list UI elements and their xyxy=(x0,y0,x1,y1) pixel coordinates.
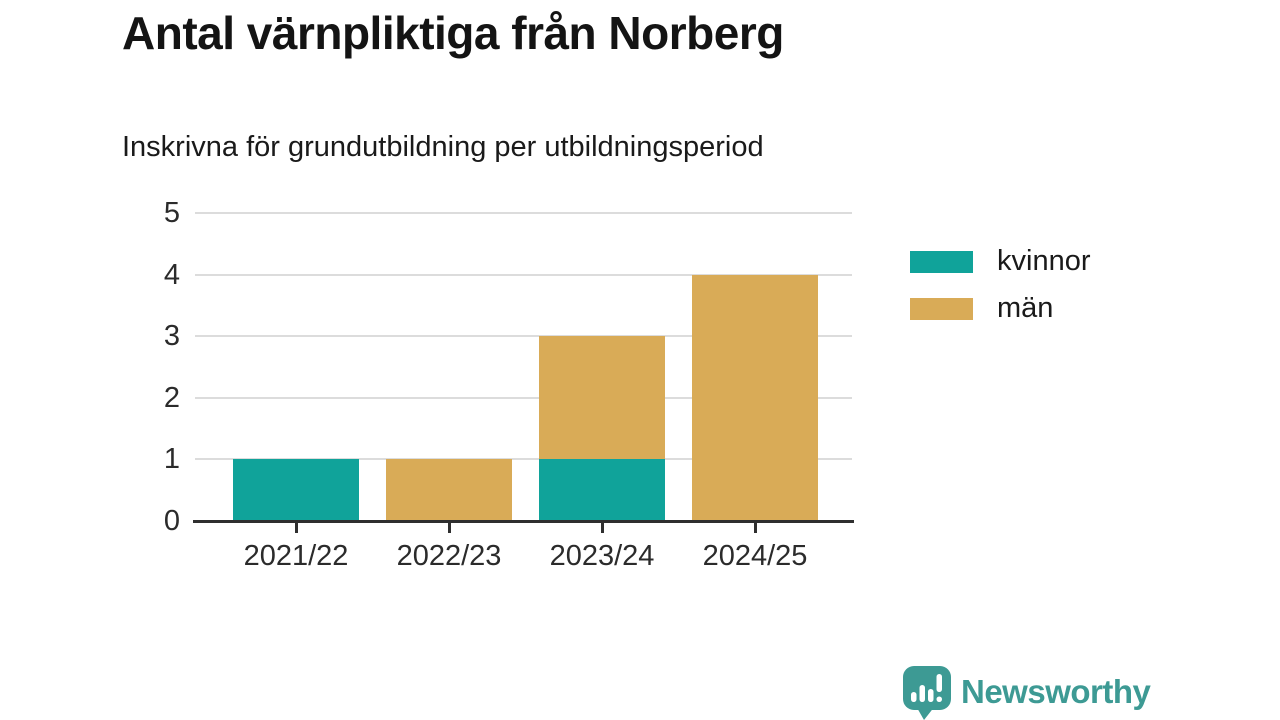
chart-title: Antal värnpliktiga från Norberg xyxy=(122,7,784,59)
bar-segment-män xyxy=(386,459,512,521)
legend-item-kvinnor: kvinnor xyxy=(910,245,1091,278)
legend-item-män: män xyxy=(910,292,1091,325)
brand-name: Newsworthy xyxy=(961,673,1151,710)
bar-segment-män xyxy=(539,336,665,460)
x-axis-line xyxy=(193,520,854,523)
gridline xyxy=(195,335,852,338)
x-axis-tick xyxy=(753,522,757,533)
x-tick-label: 2021/22 xyxy=(243,540,349,572)
plot-area xyxy=(193,212,854,533)
y-axis: 0 1 2 3 4 5 xyxy=(100,197,180,543)
gridline xyxy=(195,273,852,276)
y-tick-label: 5 xyxy=(163,197,180,229)
legend-label: kvinnor xyxy=(997,245,1091,277)
newsworthy-logo-icon xyxy=(903,666,951,720)
x-tick-label: 2024/25 xyxy=(702,540,808,572)
gridline xyxy=(195,458,852,461)
x-tick-label: 2022/23 xyxy=(396,540,502,572)
x-tick-label: 2023/24 xyxy=(549,540,655,572)
x-axis-tick xyxy=(294,522,298,533)
x-axis-tick xyxy=(600,522,604,533)
y-tick-label: 2 xyxy=(163,381,180,414)
bar-segment-män xyxy=(692,274,818,521)
gridline xyxy=(195,396,852,399)
legend-swatch-kvinnor xyxy=(910,250,973,273)
y-tick-label: 3 xyxy=(163,320,180,353)
legend-label: män xyxy=(997,292,1054,324)
y-tick-label: 0 xyxy=(163,505,180,537)
bar-segment-kvinnor xyxy=(539,459,665,521)
gridline xyxy=(195,212,852,214)
legend: kvinnor män xyxy=(910,245,1091,339)
legend-swatch-män xyxy=(910,297,973,320)
y-tick-label: 4 xyxy=(163,258,180,291)
brand-footer: Newsworthy xyxy=(902,664,1151,720)
chart-subtitle: Inskrivna för grundutbildning per utbild… xyxy=(122,131,764,163)
y-tick-label: 1 xyxy=(163,443,180,476)
bar-segment-kvinnor xyxy=(233,459,359,521)
x-axis-tick xyxy=(447,522,451,533)
x-axis-labels: 2021/22 2022/23 2023/24 2024/25 xyxy=(195,540,852,576)
